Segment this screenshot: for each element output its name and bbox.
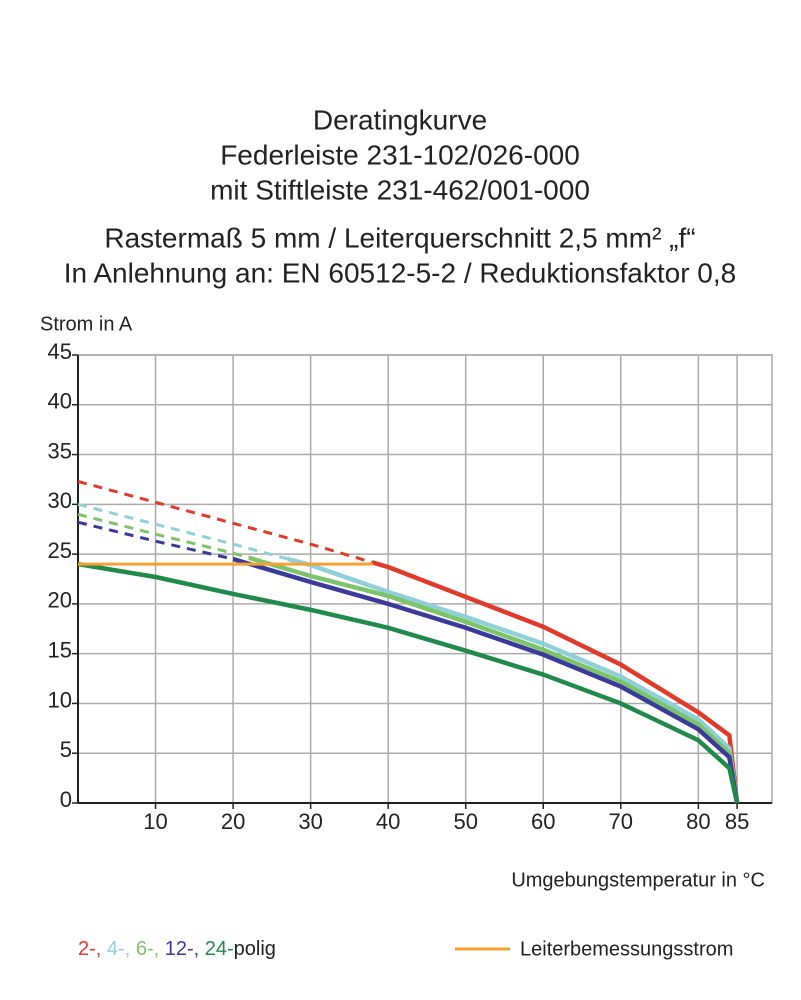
- y-tick-label: 5: [60, 737, 72, 762]
- y-tick-label: 15: [48, 637, 72, 662]
- y-axis-label: Strom in A: [40, 313, 133, 335]
- y-tick-label: 45: [48, 339, 72, 364]
- chart-title: Rastermaß 5 mm / Leiterquerschnitt 2,5 m…: [104, 222, 695, 253]
- chart-title: In Anlehnung an: EN 60512-5-2 / Reduktio…: [64, 257, 736, 288]
- legend-entry: 2-,: [78, 938, 107, 960]
- series-line-dashed: [77, 479, 373, 565]
- y-tick-label: 0: [60, 787, 72, 812]
- series-line: [233, 556, 740, 804]
- x-tick-label: 40: [376, 809, 400, 834]
- x-tick-label: 30: [298, 809, 322, 834]
- y-tick-label: 25: [48, 538, 72, 563]
- series-line: [372, 560, 740, 804]
- series-line-dashed: [77, 520, 234, 561]
- x-tick-label: 20: [221, 809, 245, 834]
- y-tick-label: 35: [48, 438, 72, 463]
- legend-entry: 6-,: [136, 938, 165, 960]
- x-tick-label: 85: [725, 809, 749, 834]
- series-line: [78, 561, 740, 804]
- x-tick-label: 60: [531, 809, 555, 834]
- series-line-dashed: [77, 512, 249, 560]
- chart-title: Federleiste 231-102/026-000: [220, 139, 580, 170]
- legend-entry: Leiterbemessungsstrom: [520, 938, 733, 960]
- y-tick-label: 40: [48, 389, 72, 414]
- chart-title: mit Stiftleiste 231-462/001-000: [210, 174, 590, 205]
- series-line-dashed: [77, 502, 288, 561]
- y-tick-label: 20: [48, 588, 72, 613]
- y-tick-label: 30: [48, 488, 72, 513]
- chart-title: Deratingkurve: [313, 104, 487, 135]
- legend: 2-, 4-, 6-, 12-, 24-polig: [78, 938, 276, 960]
- legend-suffix: polig: [234, 938, 276, 960]
- legend-entry: 12-,: [165, 938, 205, 960]
- x-tick-label: 10: [143, 809, 167, 834]
- x-tick-label: 50: [453, 809, 477, 834]
- x-tick-label: 80: [686, 809, 710, 834]
- y-tick-label: 10: [48, 687, 72, 712]
- x-axis-label: Umgebungstemperatur in °C: [511, 869, 765, 891]
- legend-entry: 24-: [205, 938, 234, 960]
- legend-entry: 4-,: [107, 938, 136, 960]
- series-line: [248, 555, 740, 804]
- x-tick-label: 70: [609, 809, 633, 834]
- series-line: [287, 556, 740, 804]
